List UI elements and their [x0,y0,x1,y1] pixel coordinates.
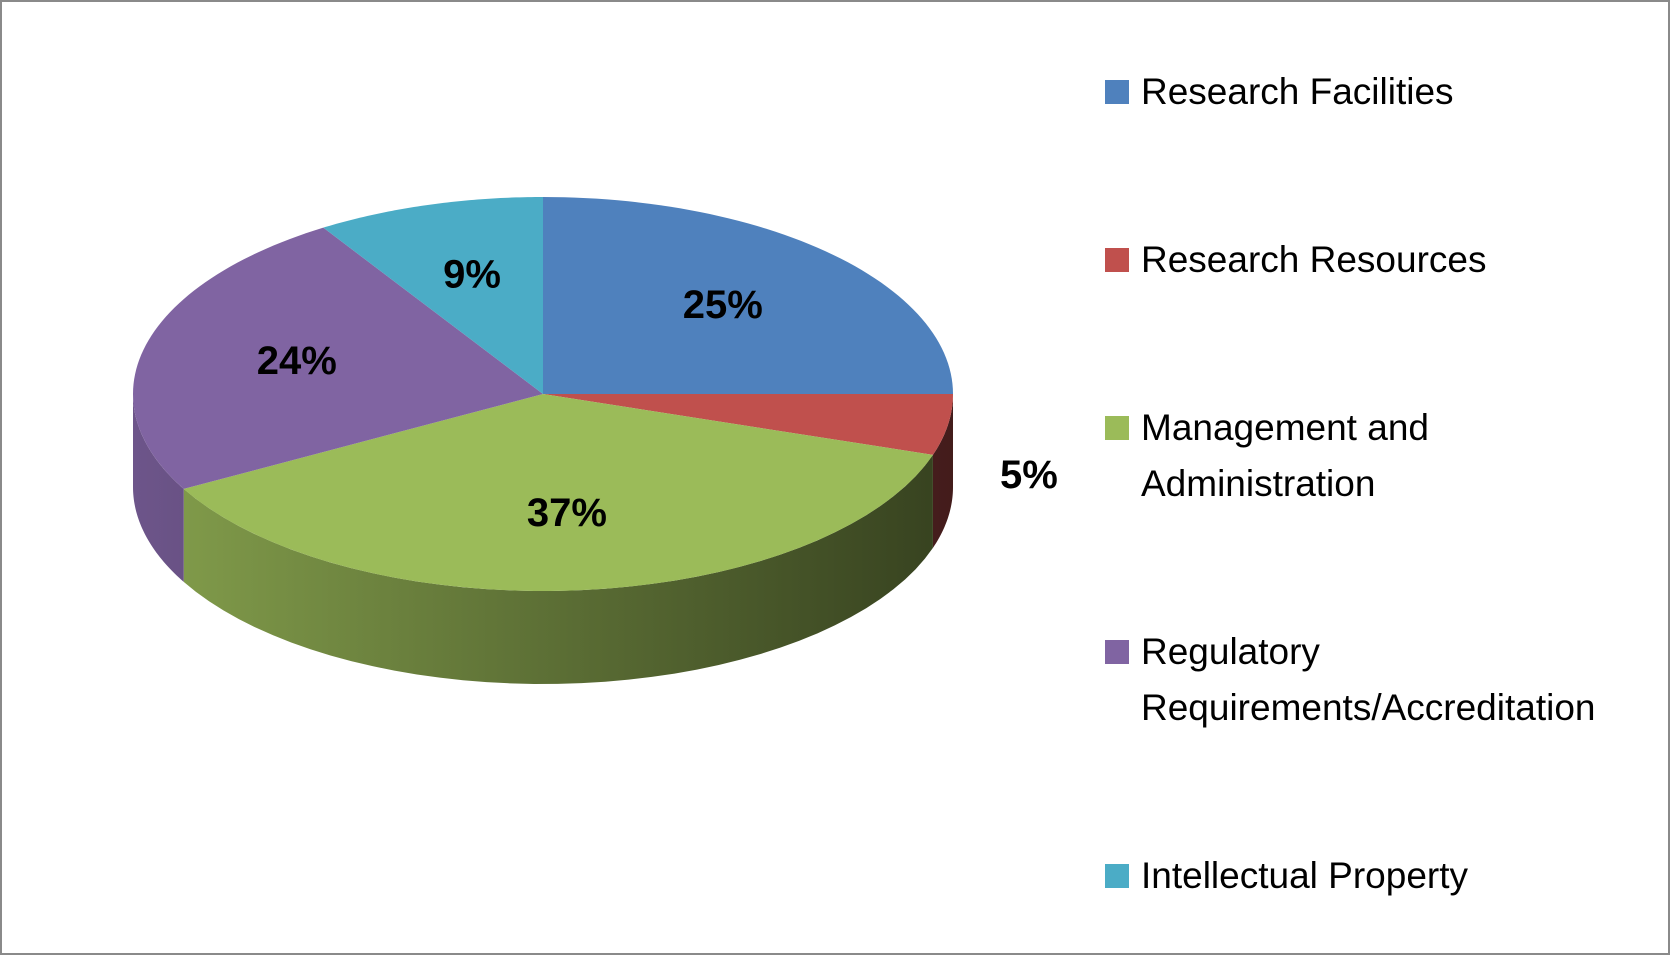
legend-item: Regulatory Requirements/Accreditation [1105,624,1625,736]
legend-label: Research Resources [1141,239,1487,280]
legend-item: Research Resources [1105,232,1625,288]
data-label: 25% [683,283,763,327]
legend-item: Intellectual Property [1105,848,1625,904]
slice [133,227,543,489]
legend-swatch [1105,864,1129,888]
legend-label: Regulatory Requirements/Accreditation [1141,631,1596,728]
slice-side [133,394,184,582]
slice-side [932,394,953,548]
slice [543,197,953,394]
slice [323,197,543,394]
data-label: 37% [527,491,607,535]
legend-item: Research Facilities [1105,64,1625,120]
legend-label: Intellectual Property [1141,855,1469,896]
legend: Research Facilities Research Resources Man… [1105,64,1625,904]
legend-label: Research Facilities [1141,71,1454,112]
data-label: 24% [257,339,337,383]
legend-label: Management and Administration [1141,407,1429,504]
legend-swatch [1105,640,1129,664]
slice-side [183,454,933,684]
legend-swatch [1105,80,1129,104]
data-label: 9% [443,252,501,296]
slice [543,394,953,455]
legend-swatch [1105,416,1129,440]
data-label: 5% [1000,453,1058,497]
legend-item: Management and Administration [1105,400,1625,512]
slice [183,394,933,591]
legend-swatch [1105,248,1129,272]
